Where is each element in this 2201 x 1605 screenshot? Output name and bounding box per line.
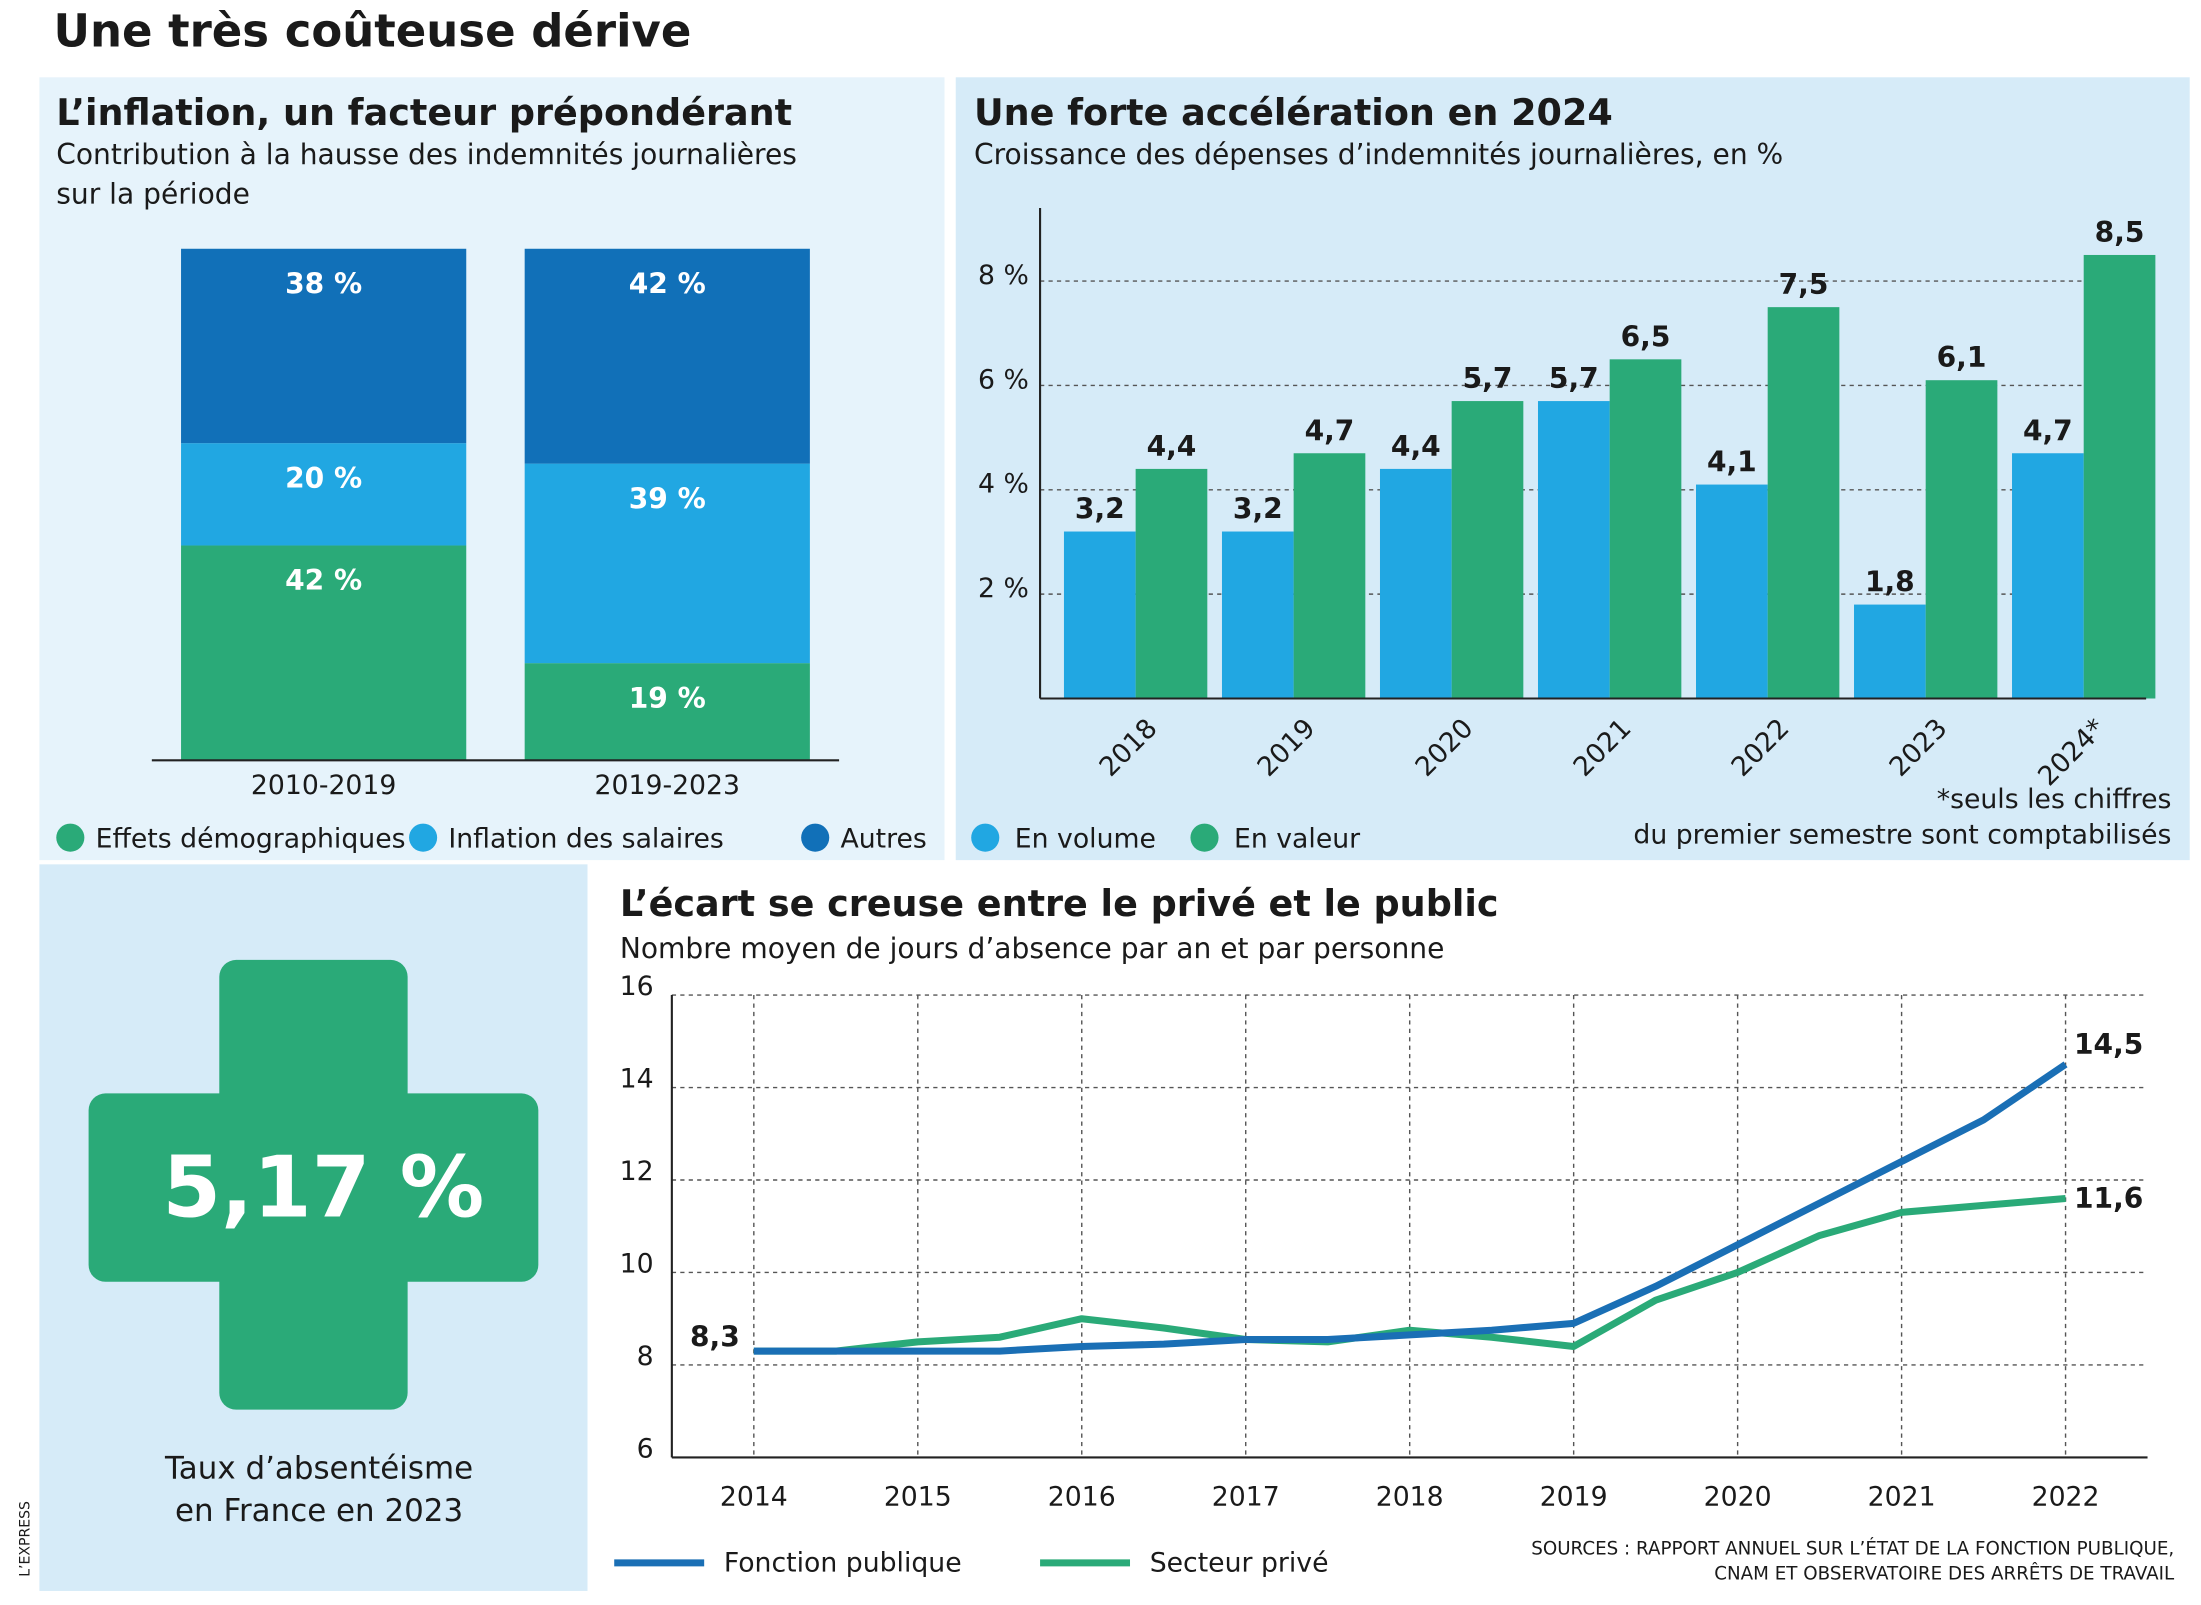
- value-label: 3,2: [1233, 493, 1283, 526]
- bar-segment: [524, 663, 810, 761]
- value-label: 4,4: [1391, 430, 1441, 463]
- x-tick-label: 2016: [1048, 1481, 1116, 1512]
- stat-caption: Taux d’absentéisme: [164, 1451, 473, 1487]
- chart-subtitle: Croissance des dépenses d’indemnités jou…: [974, 138, 1783, 171]
- cross: [88, 1093, 539, 1282]
- y-tick-label: 14: [620, 1064, 654, 1095]
- value-label: 3,2: [1075, 493, 1125, 526]
- x-tick-label: 2022: [2032, 1481, 2100, 1512]
- bar: [1609, 359, 1682, 699]
- value-label: 4,1: [1707, 446, 1757, 479]
- value-label: 4,7: [1305, 414, 1355, 447]
- x-tick-label: 2017: [1212, 1481, 1280, 1512]
- bar: [1293, 453, 1366, 699]
- value-label: 19 %: [629, 682, 706, 715]
- bar: [1854, 604, 1926, 699]
- x-tick-label: 2021: [1868, 1481, 1936, 1512]
- y-tick-label: 8: [637, 1341, 654, 1372]
- value-label: 14,5: [2074, 1028, 2143, 1061]
- x-tick-label: 2010-2019: [251, 770, 396, 801]
- x-tick-label: 2015: [884, 1481, 952, 1512]
- y-tick-label: 8 %: [978, 260, 1029, 291]
- note: *seuls les chiffres: [1937, 784, 2172, 815]
- bar: [1696, 484, 1768, 699]
- legend-label: Autres: [840, 824, 926, 855]
- bar: [1767, 307, 1840, 699]
- value-label: 8,5: [2095, 216, 2145, 249]
- value-label: 6,1: [1937, 341, 1987, 374]
- value-label: 20 %: [285, 462, 362, 495]
- bar-segment: [181, 248, 467, 444]
- value-label: 11,6: [2074, 1182, 2143, 1215]
- legend-marker: [1190, 823, 1219, 852]
- legend-marker: [56, 823, 85, 852]
- chart-title: Une forte accélération en 2024: [974, 91, 1613, 134]
- value-label: 8,3: [690, 1321, 740, 1354]
- y-tick-label: 10: [620, 1249, 654, 1280]
- bar-segment: [524, 248, 810, 464]
- legend-label: Secteur privé: [1150, 1547, 1329, 1578]
- legend-label: En valeur: [1234, 824, 1360, 855]
- bar: [1451, 401, 1524, 699]
- legend-label: Inflation des salaires: [448, 824, 723, 855]
- legend-marker: [409, 823, 438, 852]
- sources: SOURCES : RAPPORT ANNUEL SUR L’ÉTAT DE L…: [1531, 1537, 2174, 1559]
- credit: L’EXPRESS: [17, 1501, 33, 1577]
- chart-subtitle: Contribution à la hausse des indemnités …: [56, 138, 797, 171]
- value-label: 39 %: [629, 482, 706, 515]
- bar-segment: [181, 443, 467, 546]
- stat-caption: en France en 2023: [175, 1493, 463, 1529]
- sources: CNAM ET OBSERVATOIRE DES ARRÊTS DE TRAVA…: [1714, 1563, 2175, 1585]
- chart-subtitle: sur la période: [56, 177, 250, 210]
- value-label: 5,7: [1463, 362, 1513, 395]
- x-tick-label: 2019: [1540, 1481, 1608, 1512]
- x-tick-label: 2019-2023: [595, 770, 740, 801]
- bar: [2012, 453, 2084, 699]
- legend-label: Effets démographiques: [96, 824, 406, 855]
- legend-label: En volume: [1015, 824, 1156, 855]
- bar-segment: [181, 545, 467, 761]
- bar: [1925, 380, 1998, 699]
- chart-title: L’écart se creuse entre le privé et le p…: [620, 882, 1499, 925]
- bar: [1379, 468, 1452, 699]
- chart-subtitle: Nombre moyen de jours d’absence par an e…: [620, 932, 1445, 965]
- legend-label: Fonction publique: [724, 1547, 962, 1578]
- line: [753, 1061, 2068, 1355]
- legend-marker: [801, 823, 830, 852]
- note: du premier semestre sont comptabilisés: [1633, 819, 2171, 850]
- bar: [1537, 401, 1610, 699]
- value-label: 4,7: [2023, 414, 2073, 447]
- x-tick-label: 2020: [1704, 1481, 1772, 1512]
- value-label: 38 %: [285, 267, 362, 300]
- y-tick-label: 6 %: [978, 364, 1029, 395]
- x-tick-label: 2014: [720, 1481, 788, 1512]
- stat-value: 5,17 %: [162, 1139, 484, 1237]
- value-label: 5,7: [1549, 362, 1599, 395]
- value-label: 1,8: [1865, 566, 1915, 599]
- value-label: 4,4: [1147, 430, 1197, 463]
- legend-marker: [971, 823, 1000, 852]
- value-label: 42 %: [629, 267, 706, 300]
- page-title: Une très coûteuse dérive: [53, 4, 691, 57]
- value-label: 6,5: [1621, 320, 1671, 353]
- y-tick-label: 12: [620, 1156, 654, 1187]
- bar-segment: [524, 463, 810, 664]
- y-tick-label: 2 %: [978, 573, 1029, 604]
- y-tick-label: 16: [620, 971, 654, 1002]
- x-tick-label: 2018: [1376, 1481, 1444, 1512]
- line: [753, 1194, 2066, 1355]
- bar: [2083, 254, 2156, 699]
- value-label: 42 %: [285, 564, 362, 597]
- chart-title: L’inflation, un facteur prépondérant: [56, 91, 792, 134]
- y-tick-label: 6: [637, 1433, 654, 1464]
- bar: [1135, 468, 1208, 699]
- value-label: 7,5: [1779, 268, 1829, 301]
- y-tick-label: 4 %: [978, 469, 1029, 500]
- bar: [1221, 531, 1294, 699]
- bar: [1063, 531, 1136, 699]
